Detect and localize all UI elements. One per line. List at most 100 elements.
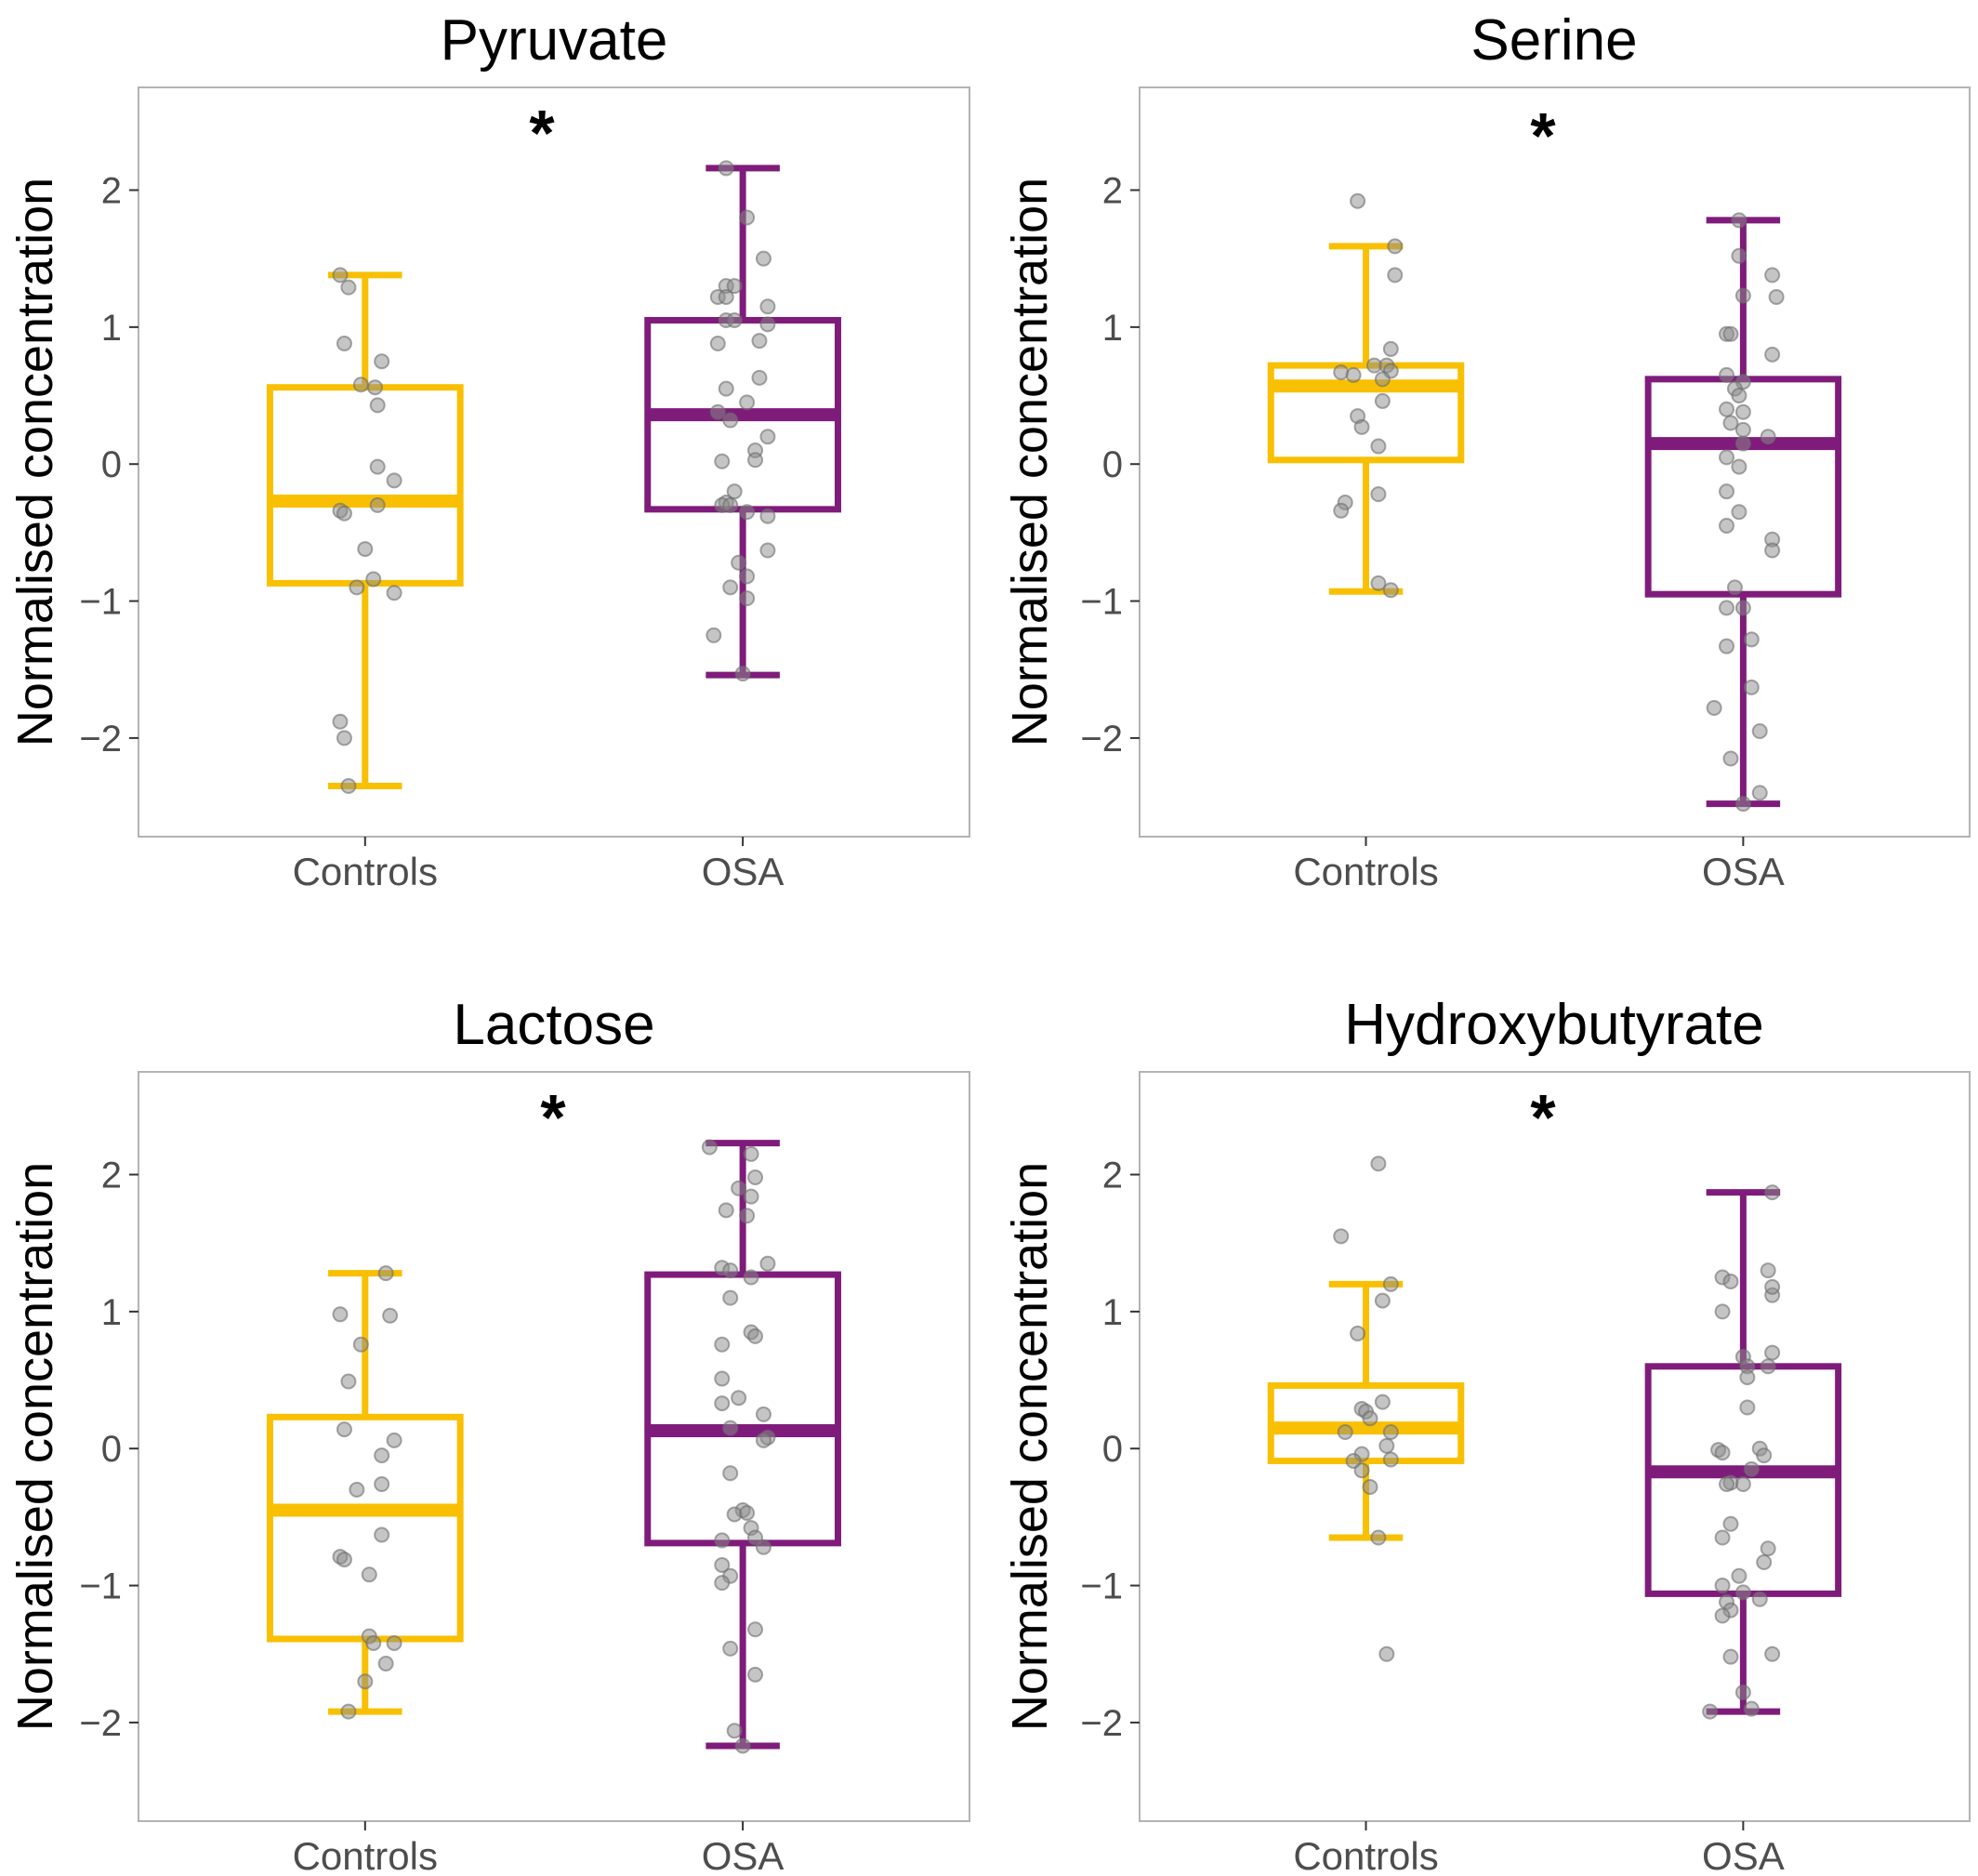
x-tick-label: Controls — [1293, 850, 1438, 893]
y-tick-label: 1 — [1102, 308, 1123, 349]
data-point — [1764, 1645, 1781, 1662]
data-point — [369, 397, 386, 414]
data-point — [1719, 1476, 1735, 1493]
data-point — [759, 508, 776, 524]
x-tick-label: OSA — [1702, 1834, 1785, 1876]
data-point — [714, 1395, 731, 1412]
data-point — [759, 298, 776, 315]
significance-marker: * — [540, 1081, 566, 1154]
y-axis-label: Normalised concentration — [7, 1162, 63, 1731]
data-point — [1764, 1184, 1781, 1201]
data-point — [1764, 267, 1781, 284]
y-tick-label: −1 — [79, 582, 122, 623]
y-axis-label: Normalised concentration — [1002, 178, 1058, 746]
data-point — [714, 453, 731, 469]
data-point — [1374, 371, 1391, 388]
data-point — [1722, 750, 1739, 767]
data-point — [747, 1621, 764, 1638]
y-tick-label: 2 — [101, 171, 122, 212]
y-tick-label: −1 — [1080, 582, 1123, 623]
data-point — [1756, 1447, 1773, 1464]
data-point — [1719, 483, 1735, 500]
data-point — [751, 333, 768, 350]
data-point — [386, 585, 402, 601]
data-point — [714, 1336, 731, 1353]
data-point — [349, 1481, 365, 1498]
data-point — [1719, 401, 1735, 417]
data-point — [374, 1476, 390, 1493]
y-tick-label: −1 — [1080, 1566, 1123, 1607]
y-tick-label: 1 — [101, 1292, 122, 1333]
data-point — [722, 579, 739, 596]
data-point — [369, 496, 386, 513]
data-point — [726, 311, 743, 328]
data-point — [726, 1723, 743, 1739]
data-point — [374, 1526, 390, 1543]
data-point — [1751, 1591, 1768, 1607]
data-point — [340, 279, 357, 296]
data-point — [1719, 638, 1735, 654]
box-controls — [1267, 243, 1465, 595]
data-point — [739, 1208, 756, 1224]
x-tick-label: Controls — [293, 1834, 438, 1876]
data-point — [731, 554, 747, 571]
data-point — [1378, 1437, 1395, 1454]
significance-marker: * — [529, 97, 555, 169]
data-point — [374, 1447, 390, 1464]
data-point — [1345, 366, 1362, 383]
panel-title: Hydroxybutyrate — [1344, 993, 1763, 1057]
data-point — [1756, 1554, 1773, 1571]
data-point — [336, 505, 352, 522]
data-point — [1370, 486, 1387, 503]
data-point — [759, 316, 776, 333]
data-point — [386, 472, 402, 489]
data-point — [1743, 631, 1760, 648]
data-point — [1734, 287, 1751, 304]
data-point — [1764, 1344, 1781, 1361]
data-point — [718, 288, 734, 305]
data-point — [365, 1634, 382, 1651]
data-point — [1751, 723, 1768, 740]
data-point — [336, 1421, 352, 1438]
data-point — [374, 353, 390, 370]
data-point — [1734, 421, 1751, 438]
data-point — [1362, 1410, 1378, 1427]
data-point — [349, 579, 365, 596]
panel-pyruvate: Pyruvate Normalised concentration −2 −1 0 1 2 C… — [7, 8, 970, 893]
panel-hydroxybutyrate: Hydroxybutyrate Normalised concentration −… — [1002, 993, 1971, 1876]
data-point — [1382, 1424, 1399, 1441]
y-tick-label: 0 — [101, 444, 122, 485]
data-point — [332, 713, 349, 730]
data-point — [1387, 267, 1404, 284]
y-tick-label: 2 — [101, 1156, 122, 1196]
data-point — [709, 403, 726, 420]
data-point — [1722, 1648, 1739, 1665]
iqr-box — [266, 1413, 464, 1643]
panel-title: Serine — [1470, 8, 1637, 73]
y-tick-label: −1 — [79, 1566, 122, 1607]
data-point — [759, 1255, 776, 1272]
data-point — [340, 1703, 357, 1720]
data-point — [747, 452, 764, 469]
panel-border — [138, 1071, 970, 1822]
data-point — [1722, 325, 1739, 342]
data-point — [1714, 1607, 1731, 1624]
data-point — [377, 1656, 394, 1672]
data-point — [722, 1289, 739, 1306]
panel-serine: Serine Normalised concentration −2 −1 0 1 2 Con… — [1002, 8, 1971, 893]
data-point — [718, 160, 734, 177]
data-point — [336, 1552, 352, 1568]
data-point — [739, 568, 756, 585]
data-point — [332, 267, 349, 284]
data-point — [1382, 340, 1399, 357]
data-point — [751, 369, 768, 386]
data-point — [365, 571, 382, 588]
x-tick-label: Controls — [293, 850, 438, 893]
data-point — [731, 1390, 747, 1407]
data-point — [1722, 415, 1739, 431]
data-point — [1751, 785, 1768, 801]
data-point — [1731, 247, 1747, 264]
data-point — [1743, 679, 1760, 695]
data-point — [1714, 1529, 1731, 1546]
